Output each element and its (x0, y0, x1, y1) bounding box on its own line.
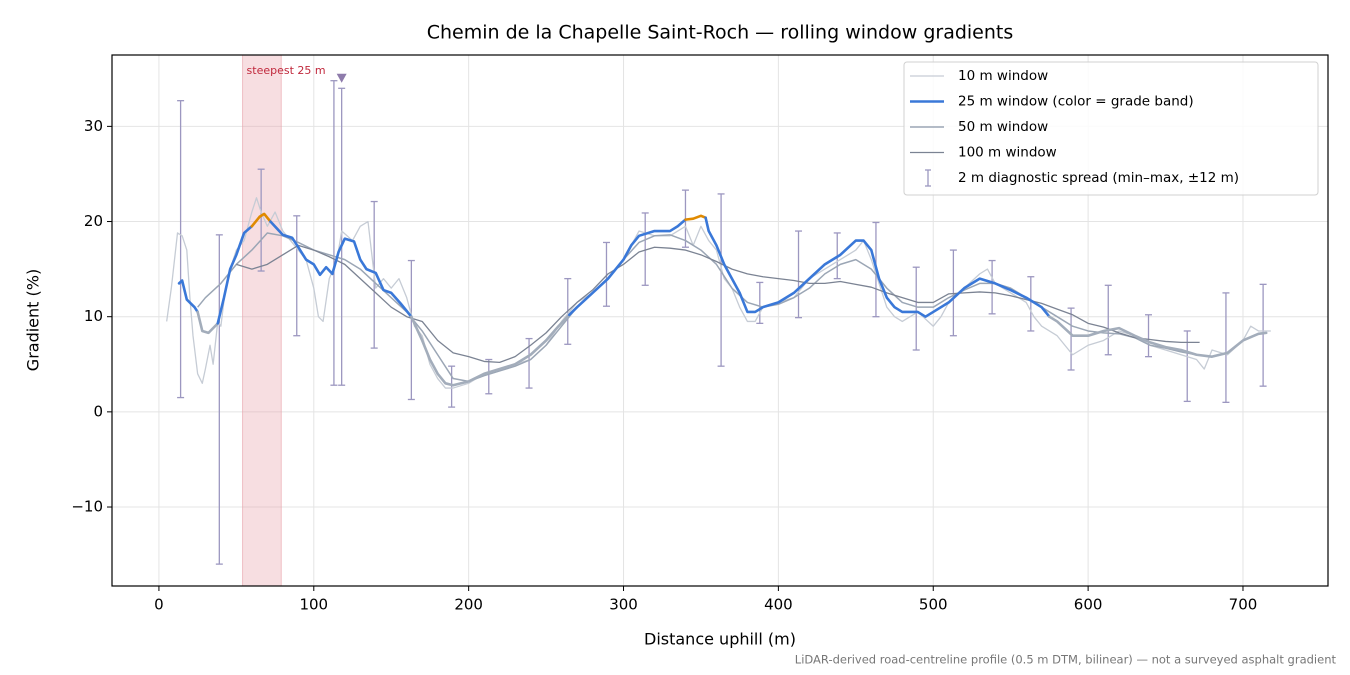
series-line (684, 214, 707, 221)
series-line (704, 216, 1051, 318)
x-tick-label: 600 (1074, 596, 1103, 614)
series-line (568, 218, 687, 317)
legend-label: 10 m window (958, 68, 1048, 84)
legend-label: 50 m window (958, 119, 1048, 135)
legend-label: 2 m diagnostic spread (min–max, ±12 m) (958, 170, 1239, 186)
series-line (236, 244, 1200, 364)
y-tick-label: −10 (71, 498, 103, 516)
legend-label: 25 m window (color = grade band) (958, 94, 1194, 110)
series-line (1048, 315, 1268, 358)
plot-frame (111, 54, 1329, 587)
x-tick-label: 0 (154, 596, 164, 614)
x-tick-label: 700 (1229, 596, 1258, 614)
chart-title: Chemin de la Chapelle Saint-Roch — rolli… (427, 22, 1014, 44)
series-line (216, 224, 254, 325)
x-tick-label: 300 (609, 596, 638, 614)
series-line (250, 212, 272, 228)
series-line (269, 220, 413, 318)
footnote: LiDAR-derived road-centreline profile (0… (795, 653, 1337, 667)
series-line (197, 232, 1262, 383)
series-line (166, 197, 1271, 389)
series-line (177, 279, 199, 314)
legend-box (903, 61, 1319, 196)
y-axis-label: Gradient (%) (24, 269, 43, 371)
highlight-label: steepest 25 m (247, 64, 326, 77)
series-line (196, 310, 220, 335)
highlight-span (242, 54, 282, 587)
series-line (410, 313, 571, 387)
legend-label: 100 m window (958, 145, 1057, 161)
y-tick-label: 0 (93, 402, 103, 420)
x-axis-label: Distance uphill (m) (644, 630, 796, 649)
y-tick-label: 20 (84, 212, 103, 230)
x-tick-label: 400 (764, 596, 793, 614)
x-tick-label: 100 (299, 596, 328, 614)
y-tick-label: 30 (84, 117, 103, 135)
x-tick-label: 500 (919, 596, 948, 614)
peak-marker (336, 73, 347, 83)
y-tick-label: 10 (84, 307, 103, 325)
x-tick-label: 200 (454, 596, 483, 614)
